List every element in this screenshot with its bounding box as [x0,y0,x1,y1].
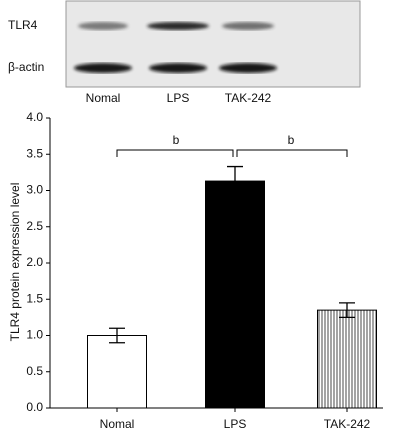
blot-band [219,63,277,73]
x-tick-label: TAK-242 [324,417,371,431]
error-bar [109,327,125,344]
blot-lane-label: TAK-242 [225,91,272,105]
significance-label: b [288,133,295,147]
x-tick-label: Nomal [100,417,135,431]
error-bar [227,165,243,197]
blot-row-label: β-actin [8,60,44,74]
blot-band [222,22,274,30]
significance-bracket [116,149,234,157]
y-tick-label: 4.0 [26,110,43,124]
y-tick-label: 3.0 [26,183,43,197]
significance-label: b [173,133,180,147]
x-tick-label: LPS [224,417,247,431]
blot-row-label: TLR4 [8,18,38,32]
blot-panel [65,0,361,88]
blot-band [149,63,207,73]
y-tick-label: 0.0 [26,400,43,414]
y-axis-label: TLR4 protein expression level [8,183,22,342]
blot-band [147,22,209,30]
blot-band [78,22,128,30]
blot-lane-label: LPS [167,91,190,105]
bar [205,180,265,409]
y-tick-label: 1.0 [26,328,43,342]
y-tick-label: 2.0 [26,255,43,269]
y-tick-label: 0.5 [26,364,43,378]
y-tick-label: 3.5 [26,146,43,160]
y-tick-label: 2.5 [26,219,43,233]
blot-lane-label: Nomal [86,91,121,105]
bar [317,309,377,409]
significance-bracket [236,149,348,157]
bar [87,335,147,409]
blot-band [74,63,132,73]
y-tick-label: 1.5 [26,291,43,305]
error-bar [339,302,355,319]
